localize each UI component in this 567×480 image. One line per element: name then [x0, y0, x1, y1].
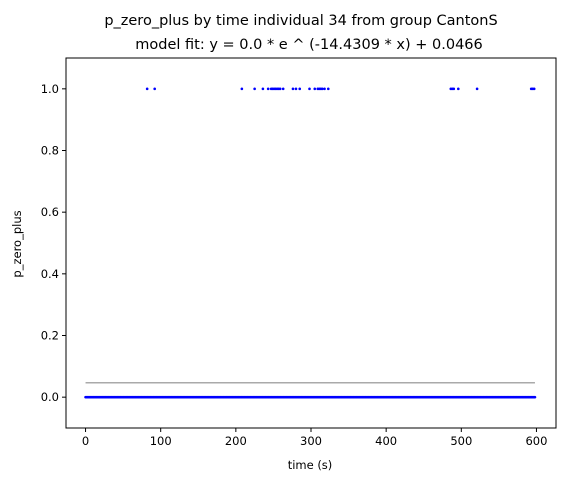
data-point — [294, 87, 298, 91]
x-tick-label: 200 — [225, 434, 247, 448]
data-point — [320, 87, 324, 91]
chart-title: p_zero_plus by time individual 34 from g… — [104, 13, 497, 29]
data-point — [145, 87, 149, 91]
x-tick-label: 600 — [525, 434, 547, 448]
plot-frame — [65, 57, 557, 429]
data-point — [313, 87, 317, 91]
y-tick-label: 0.8 — [41, 144, 59, 158]
data-point — [298, 87, 302, 91]
data-point — [326, 87, 330, 91]
x-tick-label: 100 — [150, 434, 172, 448]
x-tick-label: 0 — [82, 434, 89, 448]
plot-area: 0 100 200 300 400 500 600 0.0 0.2 0.4 0.6 0.8 1.0 — [41, 57, 557, 448]
data-point — [266, 87, 270, 91]
data-point — [291, 87, 295, 91]
y-tick-label: 0.2 — [41, 329, 59, 343]
data-point — [153, 87, 156, 91]
x-axis-label: time (s) — [288, 458, 333, 472]
data-point — [323, 87, 326, 91]
data-point — [533, 395, 537, 399]
data-point — [457, 87, 460, 91]
y-tick-label: 0.4 — [41, 267, 59, 281]
data-point — [261, 87, 265, 91]
data-point — [532, 87, 536, 91]
y-axis-label: p_zero_plus — [10, 210, 24, 277]
data-point — [475, 87, 479, 91]
x-tick-label: 500 — [450, 434, 472, 448]
data-point — [281, 87, 285, 91]
data-point — [278, 87, 282, 91]
x-tick-label: 400 — [375, 434, 397, 448]
chart-subtitle: model fit: y = 0.0 * e ^ (-14.4309 * x) … — [135, 37, 483, 53]
data-point — [240, 87, 244, 91]
x-tick-label: 300 — [300, 434, 322, 448]
data-point — [253, 87, 256, 91]
y-tick-label: 0.6 — [41, 205, 59, 219]
data-point — [308, 87, 311, 91]
y-tick-label: 0.0 — [41, 390, 59, 404]
data-point — [452, 87, 456, 91]
y-tick-label: 1.0 — [41, 82, 59, 96]
